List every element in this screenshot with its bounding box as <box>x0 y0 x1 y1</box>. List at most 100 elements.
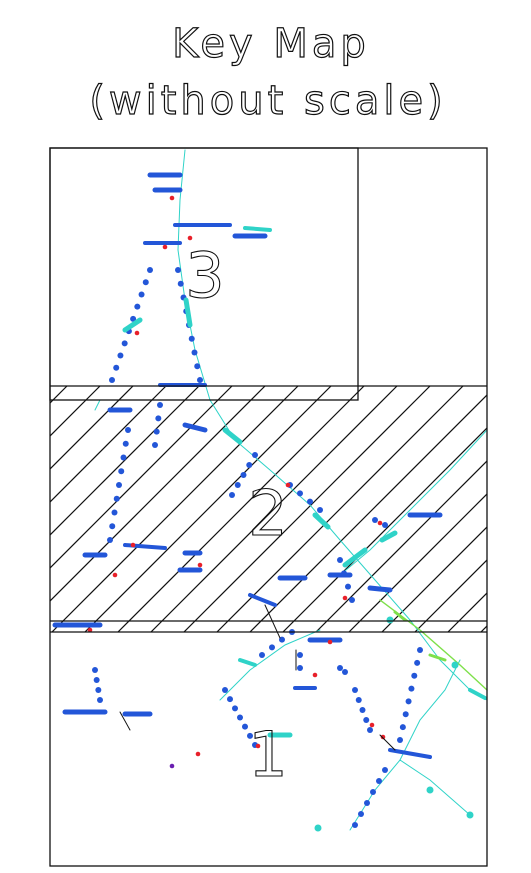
pipe-node <box>97 697 103 703</box>
valve-marker <box>162 244 168 250</box>
annotation-stroke <box>119 711 131 731</box>
pipe-node <box>402 711 409 718</box>
pipe-node <box>93 677 100 683</box>
pipe-node <box>92 667 98 673</box>
pipe-node <box>342 669 348 675</box>
pipe-node <box>352 687 358 693</box>
hatch-line <box>381 526 487 632</box>
hatch-line <box>183 386 431 632</box>
pipe-run <box>222 427 243 445</box>
pipe-node <box>408 685 415 692</box>
pipe-node <box>118 468 125 475</box>
valve-marker <box>380 734 386 740</box>
pipe-node <box>355 697 362 703</box>
pipe-node <box>177 280 184 287</box>
pipe-node <box>242 723 248 730</box>
pipe-node <box>113 495 120 502</box>
valve-marker <box>195 751 201 757</box>
valve-marker <box>377 520 383 526</box>
pipe-node <box>297 665 303 671</box>
pipe-node <box>247 732 253 739</box>
pipe-node <box>147 267 153 273</box>
pipe-node <box>414 659 421 666</box>
pipe-node <box>153 428 160 435</box>
valve-marker <box>87 627 93 633</box>
pipe-line <box>349 759 471 831</box>
pipe-node <box>234 482 241 488</box>
hatch-line <box>480 625 487 632</box>
hatch-line <box>249 394 487 632</box>
pipe-node <box>197 377 203 383</box>
pipe-line <box>399 659 461 761</box>
sheet-3-frame <box>49 147 359 401</box>
valve-marker <box>369 722 375 728</box>
pipe-run <box>393 610 407 622</box>
hatch-line <box>117 386 365 632</box>
pipe-node <box>107 537 113 543</box>
pipe-node <box>120 454 127 461</box>
pipe-run <box>122 317 143 333</box>
pipe-node <box>130 315 137 322</box>
pipe-run <box>248 593 277 607</box>
pipe-node <box>451 661 459 669</box>
pipe-node <box>227 696 233 703</box>
pipe-node <box>134 303 141 310</box>
pipe-node <box>259 652 265 658</box>
pipe-node <box>337 665 343 671</box>
valve-marker <box>169 195 175 201</box>
pipe-node <box>426 786 434 794</box>
annotation-stroke <box>379 734 396 751</box>
pipe-node <box>117 352 124 359</box>
hatch-line <box>348 493 487 632</box>
pipe-run <box>182 422 208 433</box>
pipe-node <box>352 822 358 828</box>
valve-marker <box>169 763 175 769</box>
valve-marker <box>134 330 140 336</box>
pipe-node <box>297 490 303 497</box>
sheet-frames <box>49 147 488 867</box>
pipe-line <box>177 149 488 701</box>
pipe-node <box>399 724 406 731</box>
pipe-node <box>466 811 474 819</box>
valve-marker <box>342 595 348 601</box>
hatch-line <box>50 386 68 404</box>
pipe-node <box>349 597 355 603</box>
pipe-run <box>238 658 257 667</box>
pipe-node <box>297 652 303 658</box>
sheet-number-3: 3 <box>185 239 224 312</box>
pipe-node <box>116 482 122 488</box>
valve-marker <box>255 743 261 749</box>
pipe-run <box>468 688 487 700</box>
pipe-run <box>243 226 272 232</box>
sheet-number-2: 2 <box>248 477 287 550</box>
pipe-node <box>109 377 115 383</box>
pipe-node <box>337 557 343 563</box>
pipe-node <box>222 687 228 693</box>
pipe-node <box>417 647 423 653</box>
pipe-node <box>358 811 364 817</box>
utility-network <box>52 149 488 832</box>
hatch-line <box>50 386 134 470</box>
pipe-run <box>428 653 447 662</box>
pipe-node <box>194 363 201 370</box>
pipe-run <box>388 748 432 759</box>
hatch-line <box>150 386 398 632</box>
pipe-node <box>345 583 351 590</box>
valve-marker <box>327 639 333 645</box>
pipe-node <box>232 705 238 712</box>
pipe-node <box>386 616 394 624</box>
pipe-node <box>152 442 158 448</box>
pipe-run <box>379 530 398 543</box>
pipe-line <box>339 429 488 576</box>
pipe-node <box>157 402 163 408</box>
pipe-node <box>191 349 198 356</box>
title-line-1: Key Map <box>172 21 370 67</box>
hatch-line <box>84 386 332 632</box>
pipe-node <box>175 267 181 273</box>
hatch-line <box>447 592 487 632</box>
pipe-node <box>364 800 370 806</box>
valve-marker <box>197 562 203 568</box>
pipe-node <box>113 364 120 371</box>
pipe-node <box>405 698 412 705</box>
